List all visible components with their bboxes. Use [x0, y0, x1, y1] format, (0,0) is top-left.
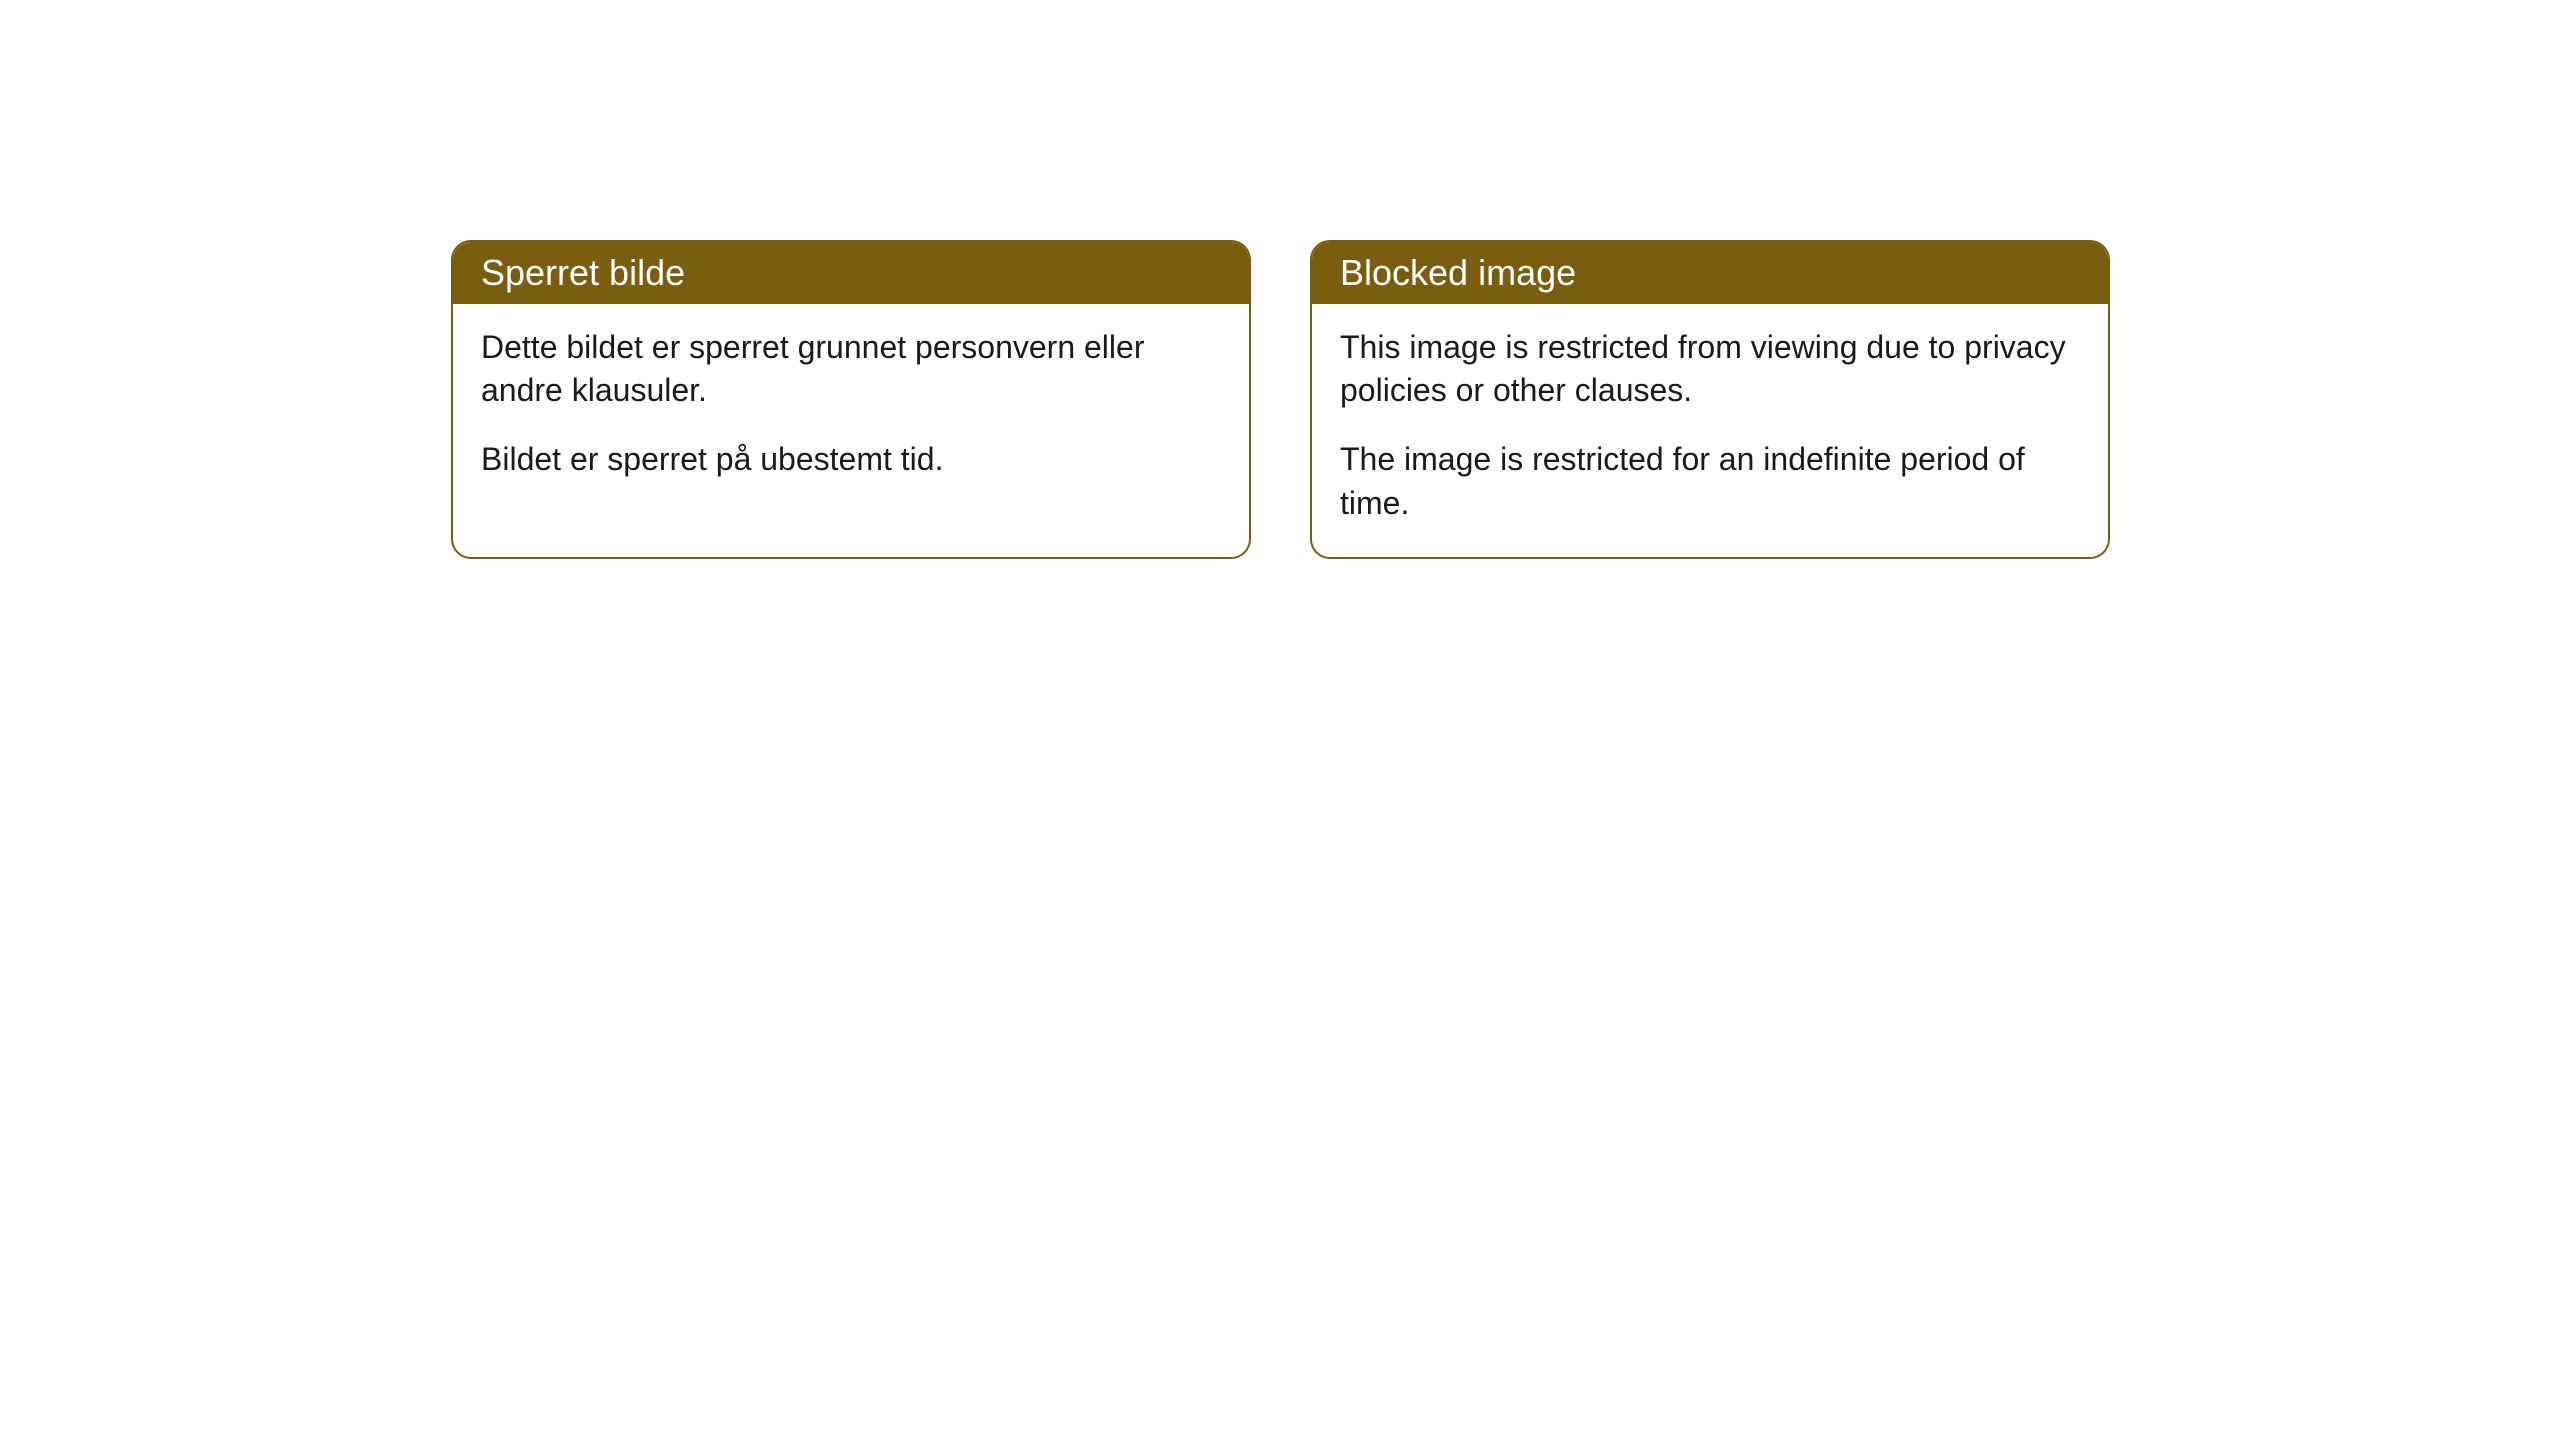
- notice-container: Sperret bilde Dette bildet er sperret gr…: [451, 240, 2110, 559]
- card-body: Dette bildet er sperret grunnet personve…: [453, 304, 1249, 514]
- card-title: Sperret bilde: [481, 252, 685, 293]
- card-paragraph-1: Dette bildet er sperret grunnet personve…: [481, 326, 1221, 412]
- card-paragraph-2: Bildet er sperret på ubestemt tid.: [481, 438, 1221, 481]
- card-header: Blocked image: [1312, 242, 2108, 304]
- notice-card-norwegian: Sperret bilde Dette bildet er sperret gr…: [451, 240, 1251, 559]
- card-title: Blocked image: [1340, 252, 1576, 293]
- card-paragraph-2: The image is restricted for an indefinit…: [1340, 438, 2080, 524]
- card-header: Sperret bilde: [453, 242, 1249, 304]
- card-body: This image is restricted from viewing du…: [1312, 304, 2108, 557]
- card-paragraph-1: This image is restricted from viewing du…: [1340, 326, 2080, 412]
- notice-card-english: Blocked image This image is restricted f…: [1310, 240, 2110, 559]
